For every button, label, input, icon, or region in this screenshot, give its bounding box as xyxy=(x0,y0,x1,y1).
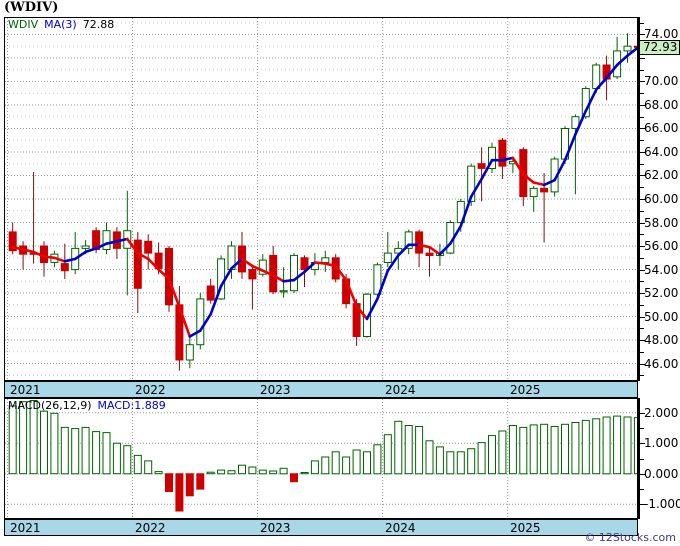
price-tick-mark xyxy=(640,58,645,59)
last-price-badge: 72.93 xyxy=(639,40,680,55)
price-axis: 74.00 70.00 68.00 66.00 64.00 62.00 60.00 58.00… xyxy=(638,17,680,381)
price-minor-tick xyxy=(640,117,644,118)
price-chart-panel[interactable]: WDIV MA(3) 72.88 xyxy=(4,17,638,381)
price-tick-mark xyxy=(640,175,645,176)
price-minor-tick xyxy=(640,70,644,71)
price-tick-mark xyxy=(640,223,645,224)
price-tick-label: 74.00 xyxy=(644,27,679,41)
price-tick-mark xyxy=(640,199,645,200)
year-label: 2021 xyxy=(10,521,41,535)
price-tick-label: 48.00 xyxy=(644,333,679,347)
price-tick-label: 56.00 xyxy=(644,239,679,253)
price-legend: WDIV MA(3) 72.88 xyxy=(8,19,120,31)
year-label: 2025 xyxy=(510,383,541,397)
price-tick-mark xyxy=(640,364,645,365)
price-tick-mark xyxy=(640,317,645,318)
macd-minor-tick xyxy=(640,413,644,414)
macd-legend: MACD(26,12,9) MACD:1.889 xyxy=(8,400,172,412)
macd-tick-label: -1.000 xyxy=(644,497,680,511)
price-candlestick-svg xyxy=(5,18,637,380)
price-tick-label: 70.00 xyxy=(644,74,679,88)
macd-legend-value: MACD:1.889 xyxy=(97,399,166,412)
price-minor-tick xyxy=(640,281,644,282)
price-tick-label: 54.00 xyxy=(644,263,679,277)
price-tick-label: 46.00 xyxy=(644,357,679,371)
price-minor-tick xyxy=(640,140,644,141)
price-minor-tick xyxy=(640,93,644,94)
price-tick-label: 58.00 xyxy=(644,216,679,230)
price-tick-mark xyxy=(640,152,645,153)
legend-ma-value: 72.88 xyxy=(82,18,115,31)
price-tick-mark xyxy=(640,246,645,247)
legend-symbol: WDIV xyxy=(8,18,39,31)
price-minor-tick xyxy=(640,23,644,24)
macd-tick-mark xyxy=(640,474,645,475)
price-tick-label: 50.00 xyxy=(644,310,679,324)
price-minor-tick xyxy=(640,234,644,235)
price-minor-tick xyxy=(640,258,644,259)
date-axis-top: 2021 2022 2023 2024 2025 xyxy=(4,381,638,398)
price-minor-tick xyxy=(640,328,644,329)
price-tick-mark xyxy=(640,34,645,35)
price-tick-mark xyxy=(640,105,645,106)
price-minor-tick xyxy=(640,352,644,353)
price-minor-tick xyxy=(640,164,644,165)
year-label: 2024 xyxy=(385,383,416,397)
price-tick-label: 52.00 xyxy=(644,286,679,300)
macd-tick-label: 2.000 xyxy=(644,406,679,420)
page-title: (WDIV) xyxy=(4,0,59,15)
price-tick-label: 64.00 xyxy=(644,145,679,159)
date-axis-bottom: 2021 2022 2023 2024 2025 xyxy=(4,519,638,536)
macd-tick-mark xyxy=(640,504,645,505)
price-tick-label: 68.00 xyxy=(644,98,679,112)
year-label: 2024 xyxy=(385,521,416,535)
price-plot-area[interactable] xyxy=(5,18,637,380)
macd-tick-label: 0.000 xyxy=(644,467,679,481)
price-tick-mark xyxy=(640,293,645,294)
macd-axis: 2.000 1.000 0.000 -1.000 xyxy=(638,398,680,519)
macd-minor-tick xyxy=(640,428,644,429)
macd-plot-area[interactable] xyxy=(5,399,637,518)
macd-chart-panel[interactable]: MACD(26,12,9) MACD:1.889 xyxy=(4,398,638,519)
price-minor-tick xyxy=(640,211,644,212)
price-minor-tick xyxy=(640,375,644,376)
price-minor-tick xyxy=(640,305,644,306)
year-label: 2023 xyxy=(260,521,291,535)
legend-ma-label: MA(3) xyxy=(44,18,77,31)
copyright-footer: © 12Stocks.com xyxy=(584,531,676,544)
price-tick-mark xyxy=(640,81,645,82)
year-label: 2023 xyxy=(260,383,291,397)
price-tick-mark xyxy=(640,340,645,341)
price-minor-tick xyxy=(640,187,644,188)
price-tick-mark xyxy=(640,128,645,129)
price-tick-label: 66.00 xyxy=(644,121,679,135)
macd-minor-tick xyxy=(640,489,644,490)
price-tick-label: 62.00 xyxy=(644,168,679,182)
macd-histogram-svg xyxy=(5,399,637,518)
price-tick-mark xyxy=(640,270,645,271)
year-label: 2021 xyxy=(10,383,41,397)
macd-tick-mark xyxy=(640,443,645,444)
macd-tick-label: 1.000 xyxy=(644,436,679,450)
price-tick-label: 60.00 xyxy=(644,192,679,206)
macd-legend-label: MACD(26,12,9) xyxy=(8,399,92,412)
year-label: 2022 xyxy=(135,383,166,397)
year-label: 2022 xyxy=(135,521,166,535)
year-label: 2025 xyxy=(510,521,541,535)
macd-minor-tick xyxy=(640,459,644,460)
